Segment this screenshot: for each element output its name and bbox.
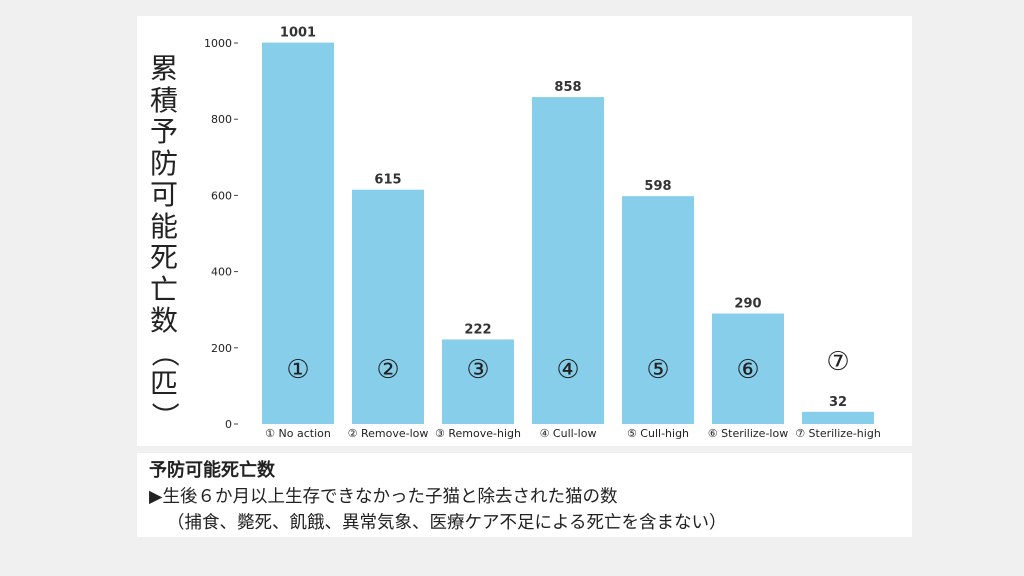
chart-panel <box>137 16 912 446</box>
caption-line-1: ▶生後６か月以上生存できなかった子猫と除去された猫の数 <box>149 487 618 507</box>
y-label-char: 防 <box>149 146 178 180</box>
caption-line-2: （捕食、斃死、飢餓、異常気象、医療ケア不足による死亡を含まない） <box>167 513 727 533</box>
y-label-char: 能 <box>149 209 178 243</box>
y-label-char: 数 <box>149 304 178 337</box>
y-label-char: 死 <box>149 241 178 274</box>
y-label-char: 予 <box>149 115 178 148</box>
y-label-char: 亡 <box>149 272 178 306</box>
caption-box: 予防可能死亡数 ▶生後６か月以上生存できなかった子猫と除去された猫の数 （捕食、… <box>137 453 912 537</box>
y-label-char: 可 <box>149 178 178 211</box>
y-label-char: （ <box>148 338 181 367</box>
y-label-char: 匹 <box>149 367 178 400</box>
y-label-char: 積 <box>149 83 178 117</box>
y-label-char: 累 <box>149 52 178 85</box>
caption-title: 予防可能死亡数 <box>149 460 275 481</box>
y-label-char: ） <box>148 401 181 430</box>
